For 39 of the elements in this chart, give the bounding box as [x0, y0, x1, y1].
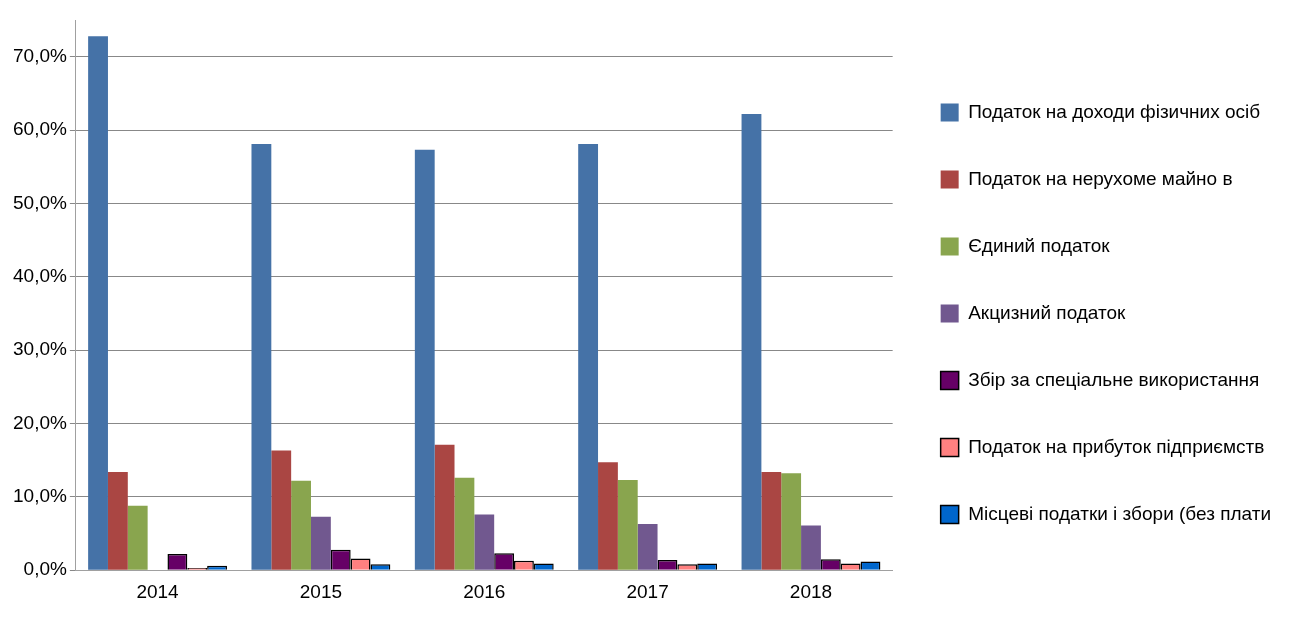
bar — [310, 516, 331, 570]
bar — [88, 36, 108, 570]
y-tick-label: 50,0% — [13, 191, 67, 213]
y-tick-label: 60,0% — [13, 118, 67, 140]
y-tick-label: 10,0% — [13, 485, 67, 507]
x-tick-label: 2016 — [463, 580, 506, 602]
bar — [271, 450, 292, 570]
x-tick-label: 2017 — [626, 580, 669, 602]
bar — [741, 113, 762, 570]
bar — [617, 479, 638, 570]
legend-label: Єдиний податок — [968, 234, 1111, 256]
bar — [454, 477, 475, 570]
legend-label: Податок на доходи фізичних осіб — [968, 100, 1261, 122]
bar — [291, 480, 311, 570]
y-tick-label: 20,0% — [13, 411, 67, 433]
x-tick-label: 2018 — [789, 580, 833, 602]
bar — [107, 471, 128, 570]
bar — [474, 514, 495, 570]
bar — [578, 143, 599, 570]
bar — [637, 523, 658, 570]
legend-label: Податок на нерухоме майно в — [968, 167, 1233, 189]
bar — [781, 473, 802, 570]
legend-label: Місцеві податки і збори (без плати — [968, 502, 1271, 524]
x-tick-label: 2015 — [299, 580, 343, 602]
bar — [414, 149, 435, 570]
y-tick-label: 30,0% — [13, 338, 67, 360]
bar — [598, 462, 618, 570]
legend-label: Збір за спеціальне використання — [968, 368, 1260, 390]
legend-label: Акцизний податок — [968, 301, 1127, 323]
bar — [761, 471, 782, 570]
bar — [251, 143, 272, 570]
bar — [127, 505, 148, 570]
bar — [434, 444, 455, 570]
legend-label: Податок на прибуток підприємств — [968, 435, 1265, 457]
y-tick-label: 40,0% — [13, 264, 67, 286]
y-tick-label: 0,0% — [23, 558, 67, 580]
y-tick-label: 70,0% — [13, 44, 67, 66]
bar — [801, 525, 821, 570]
x-tick-label: 2014 — [136, 580, 180, 602]
